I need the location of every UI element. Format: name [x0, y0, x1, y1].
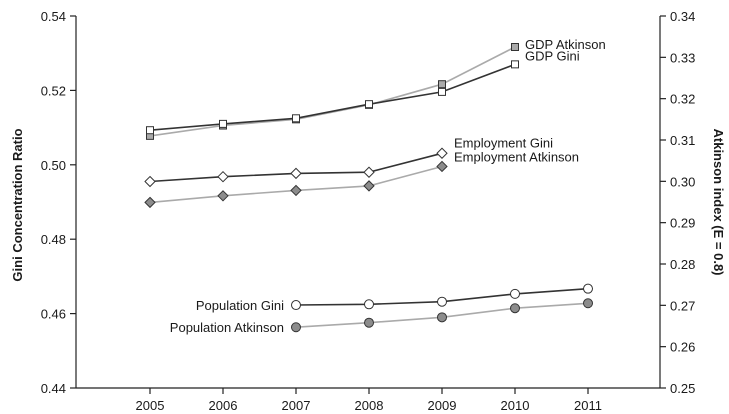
employment-atkinson-point: [217, 190, 229, 202]
population-atkinson-point: [364, 317, 374, 328]
right-axis-ticks: 0.25 0.26 0.27 0.28 0.29 0.30 0.31 0.32 0.33 0.34: [660, 9, 695, 396]
employment-atkinson-point: [363, 180, 375, 192]
right-tick-label: 0.31: [670, 133, 695, 148]
employment-gini-point: [290, 167, 302, 180]
right-tick-label: 0.28: [670, 257, 695, 272]
label-employment-gini: Employment Gini: [454, 135, 553, 150]
left-tick-label: 0.48: [41, 232, 66, 247]
left-tick-label: 0.46: [41, 307, 66, 322]
x-tick-label: 2008: [355, 398, 384, 413]
left-axis-ticks: 0.44 0.46 0.48 0.50 0.52 0.54: [41, 9, 76, 396]
employment-gini-point: [363, 166, 375, 178]
right-tick-label: 0.33: [670, 50, 695, 65]
series-employment-gini: [144, 147, 448, 188]
label-employment-atkinson: Employment Atkinson: [454, 149, 579, 164]
population-gini-point: [364, 299, 374, 310]
right-tick-label: 0.30: [670, 174, 695, 189]
series-population-gini: [291, 283, 593, 311]
gdp-atkinson-point: [511, 43, 519, 51]
gdp-atkinson-point: [438, 80, 446, 89]
axes-layer: [75, 16, 661, 389]
gdp-gini-line: [149, 63, 516, 131]
series-population-atkinson: [291, 298, 593, 333]
population-gini-point: [510, 288, 520, 299]
gdp-gini-point: [292, 114, 300, 123]
x-axis-ticks: 2005 2006 2007 2008 2009 2010 2011: [136, 388, 602, 413]
population-gini-point: [437, 296, 447, 307]
employment-gini-point: [436, 147, 448, 159]
employment-atkinson-point: [436, 160, 448, 173]
x-tick-label: 2010: [501, 398, 530, 413]
x-tick-label: 2009: [428, 398, 457, 413]
series-gdp-gini: [146, 60, 519, 135]
left-tick-label: 0.44: [41, 381, 66, 396]
right-tick-label: 0.34: [670, 9, 695, 24]
right-tick-label: 0.25: [670, 381, 695, 396]
left-tick-label: 0.52: [41, 83, 66, 98]
population-atkinson-point: [510, 303, 520, 314]
gdp-gini-point: [438, 87, 446, 96]
x-tick-label: 2007: [282, 398, 311, 413]
gdp-gini-point: [365, 100, 373, 109]
label-gdp-atkinson: GDP Atkinson: [525, 37, 606, 52]
right-axis-title: Atkinson index (E = 0.8): [711, 128, 726, 275]
x-tick-label: 2011: [574, 398, 602, 413]
population-atkinson-point: [583, 298, 593, 309]
x-tick-label: 2006: [209, 398, 238, 413]
series-employment-atkinson: [144, 160, 448, 209]
gdp-atkinson-line: [149, 46, 516, 137]
employment-atkinson-point: [144, 196, 156, 209]
employment-gini-point: [144, 175, 156, 188]
population-gini-point: [583, 283, 593, 294]
population-atkinson-point: [437, 312, 447, 323]
label-population-gini: Population Gini: [196, 298, 284, 313]
x-tick-label: 2005: [136, 398, 165, 413]
population-gini-point: [291, 300, 301, 311]
left-tick-label: 0.50: [41, 158, 66, 173]
right-tick-label: 0.29: [670, 216, 695, 231]
right-tick-label: 0.26: [670, 340, 695, 355]
gdp-gini-point: [219, 119, 227, 128]
right-tick-label: 0.27: [670, 298, 695, 313]
series-layer: [144, 43, 593, 333]
label-gdp-gini: GDP Gini: [525, 48, 580, 63]
gdp-gini-point: [511, 60, 519, 69]
employment-atkinson-point: [290, 184, 302, 197]
right-tick-label: 0.32: [670, 92, 695, 107]
label-population-atkinson: Population Atkinson: [170, 320, 284, 335]
gdp-gini-point: [146, 126, 154, 135]
employment-gini-point: [217, 170, 229, 183]
left-tick-label: 0.54: [41, 9, 66, 24]
population-atkinson-point: [291, 322, 301, 333]
left-axis-title: Gini Concentration Ratio: [10, 128, 25, 281]
